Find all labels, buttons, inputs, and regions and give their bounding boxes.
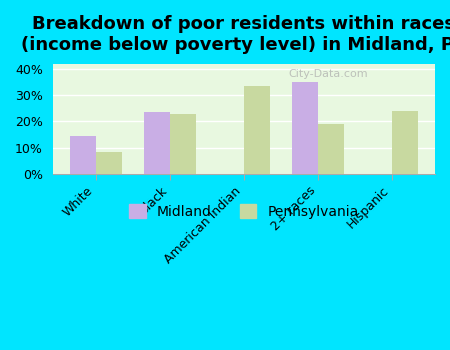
Bar (318, 124, 344, 174)
Bar (392, 111, 418, 174)
Bar (70, 136, 96, 174)
Title: Breakdown of poor residents within races
(income below poverty level) in Midland: Breakdown of poor residents within races… (21, 15, 450, 54)
Bar (144, 112, 170, 174)
Bar (244, 86, 270, 174)
Legend: Midland, Pennsylvania: Midland, Pennsylvania (123, 198, 364, 224)
Bar (170, 113, 196, 174)
Bar (96, 152, 122, 174)
Text: City-Data.com: City-Data.com (288, 69, 368, 79)
Bar (292, 82, 318, 174)
